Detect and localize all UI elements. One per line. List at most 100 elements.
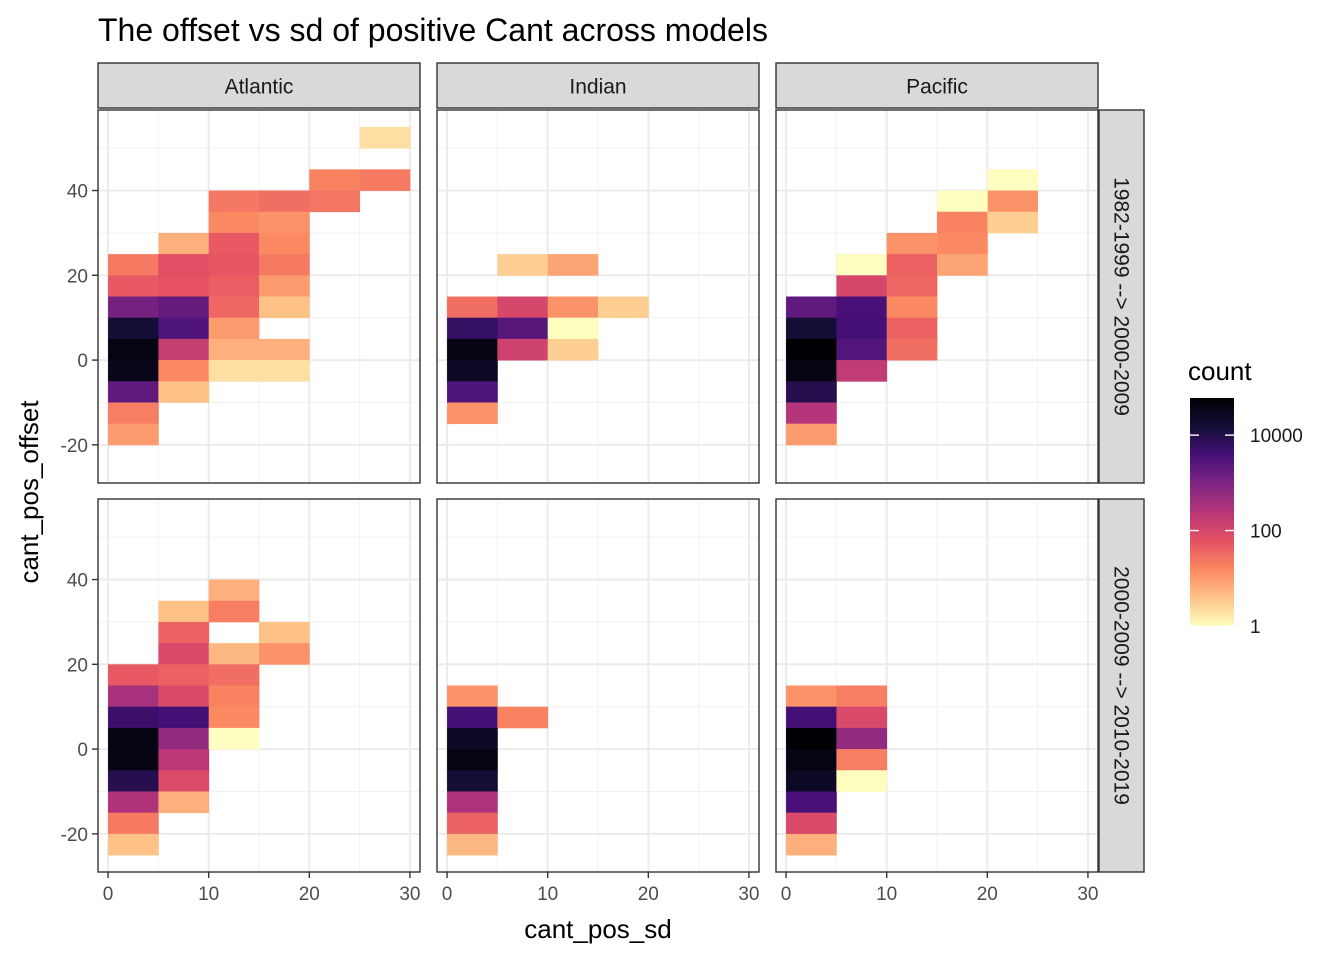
heatmap-cell [158, 275, 210, 297]
heatmap-cell [158, 664, 210, 686]
heatmap-cell [786, 833, 837, 856]
heatmap-cell [447, 749, 498, 771]
heatmap-cell [447, 812, 498, 835]
panel-indian-row-1 [436, 109, 760, 484]
heatmap-cell [208, 685, 260, 708]
heatmap-cell [447, 727, 498, 750]
heatmap-cell [158, 317, 210, 340]
heatmap-cell [786, 727, 837, 750]
x-tick-label: 30 [1077, 884, 1098, 905]
heatmap-cell [208, 338, 260, 361]
chart-title: The offset vs sd of positive Cant across… [98, 12, 768, 48]
heatmap-cell [786, 791, 837, 814]
heatmap-cell [108, 275, 159, 297]
heatmap-cell [108, 833, 159, 856]
strip-label: Atlantic [225, 76, 294, 99]
heatmap-cell [108, 381, 159, 403]
heatmap-cell [987, 211, 1039, 234]
heatmap-cell [547, 317, 599, 340]
heatmap-cell [937, 232, 988, 255]
heatmap-cell [836, 296, 888, 319]
heatmap-cell [158, 685, 210, 708]
panel-border [97, 109, 421, 484]
heatmap-cell [497, 338, 549, 361]
heatmap-cell [786, 360, 837, 382]
y-axis-label: cant_pos_offset [14, 400, 44, 584]
y-tick-label: 0 [77, 351, 88, 372]
legend-ticks: 1 100 10000 [1190, 426, 1303, 638]
x-tick-label: 0 [442, 884, 453, 905]
heatmap-cell [259, 275, 310, 297]
heatmap-cell [108, 664, 159, 686]
heatmap-cell [108, 706, 159, 729]
heatmap-cell [259, 621, 310, 644]
heatmap-cell [836, 360, 888, 382]
heatmap-cell [108, 296, 159, 319]
color-legend: count 1 100 10000 [1188, 356, 1303, 638]
heatmap-cell [359, 126, 411, 149]
heatmap-cell [208, 600, 260, 623]
heatmap-cell [447, 360, 498, 382]
heatmap-cell [158, 727, 210, 750]
x-tick-label: 30 [738, 884, 759, 905]
y-tick-label: 40 [67, 571, 88, 592]
heatmap-cell [108, 317, 159, 340]
heatmap-cell [886, 275, 938, 297]
y-tick-label: -20 [61, 825, 88, 846]
heatmap-cell [447, 685, 498, 708]
panel-border [97, 498, 421, 873]
heatmap-cell [786, 423, 837, 446]
heatmap-cell [786, 706, 837, 729]
heatmap-cell [836, 275, 888, 297]
y-tick-label: 20 [67, 266, 88, 287]
heatmap-cell [937, 211, 988, 234]
facet-strips: Atlantic Indian Pacific 1982-1999 --> 2000-… [97, 62, 1145, 873]
panel-area: -20 0 20 40 -20 0 20 40 0 10 20 30 0 10 20 30 0 10 20 30 [61, 109, 1099, 905]
heatmap-cell [108, 423, 159, 446]
strip-indian: Indian [436, 62, 760, 109]
panel-border [775, 109, 1099, 484]
heatmap-cell [158, 296, 210, 319]
heatmap-cell [786, 812, 837, 835]
strip-row-2: 2000-2009 --> 2010-2019 [1098, 498, 1145, 873]
heatmap-cell [158, 791, 210, 814]
heatmap-cell [208, 190, 260, 213]
x-tick-label: 20 [638, 884, 659, 905]
heatmap-cell [547, 296, 599, 319]
heatmap-cell [158, 643, 210, 665]
heatmap-cell [598, 296, 649, 319]
heatmap-cell [259, 360, 310, 382]
strip-background [1098, 498, 1145, 873]
heatmap-cell [786, 402, 837, 425]
heatmap-cell [259, 232, 310, 255]
x-tick-label: 10 [198, 884, 219, 905]
heatmap-cell [786, 381, 837, 403]
heatmap-cell [447, 791, 498, 814]
heatmap-cell [886, 338, 938, 361]
heatmap-cell [208, 664, 260, 686]
heatmap-cell [987, 169, 1039, 191]
heatmap-cell [208, 254, 260, 276]
heatmap-cell [447, 402, 498, 425]
heatmap-cell [447, 381, 498, 403]
panel-atlantic-row-1: -20 0 20 40 [61, 109, 421, 484]
heatmap-cell [108, 360, 159, 382]
heatmap-cell [447, 317, 498, 340]
heatmap-cell [108, 770, 159, 792]
y-tick-label: 0 [77, 740, 88, 761]
heatmap-cell [108, 685, 159, 708]
panel-atlantic-row-2: -20 0 20 40 0 10 20 30 [61, 498, 421, 905]
heatmap-cell [158, 706, 210, 729]
heatmap-cell [259, 254, 310, 276]
heatmap-cell [158, 770, 210, 792]
panel-border [436, 109, 760, 484]
heatmap-cell [836, 338, 888, 361]
heatmap-cell [447, 770, 498, 792]
strip-row-1: 1982-1999 --> 2000-2009 [1098, 109, 1145, 484]
strip-background [775, 62, 1099, 109]
heatmap-cell [836, 317, 888, 340]
heatmap-cell [836, 685, 888, 708]
heatmap-cell [309, 169, 361, 191]
heatmap-cell [259, 338, 310, 361]
heatmap-cell [208, 727, 260, 750]
